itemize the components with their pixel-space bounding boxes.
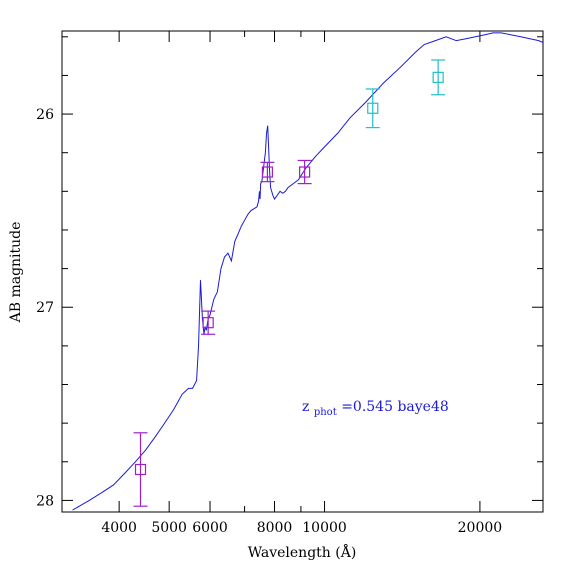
photometry-points (133, 59, 446, 507)
photo-z-subscript: phot (314, 407, 337, 418)
x-tick-label: 6000 (192, 520, 228, 536)
point-marker (367, 102, 379, 114)
point-marker (432, 71, 444, 83)
axis-ticks (62, 31, 543, 512)
x-tick-label: 20000 (458, 520, 503, 536)
x-axis-label: Wavelength (Å) (248, 543, 357, 561)
photo-z-prefix: z (302, 399, 309, 415)
x-tick-label: 10000 (302, 520, 347, 536)
data-point (431, 59, 446, 96)
data-point (133, 432, 148, 507)
model-curve-path (72, 32, 543, 511)
point-marker (299, 166, 311, 178)
data-point (201, 310, 216, 335)
y-axis-label: AB magnitude (8, 222, 24, 324)
y-tick-label: 28 (36, 493, 54, 509)
y-tick-label: 27 (36, 300, 54, 316)
model-sed-curve (72, 32, 543, 511)
point-marker (261, 166, 274, 178)
x-tick-label: 5000 (151, 520, 187, 536)
data-point (260, 161, 275, 183)
x-tick-label: 8000 (257, 520, 293, 536)
photo-z-value: =0.545 baye48 (341, 399, 449, 415)
data-point (365, 88, 380, 129)
data-point (297, 159, 312, 185)
photo-z-annotation: z phot =0.545 baye48 (302, 399, 449, 419)
tick-labels: 4000 5000 6000 8000 10000 20000 26 27 28 (36, 107, 502, 536)
plot-frame (61, 30, 544, 513)
point-marker (202, 317, 214, 329)
y-tick-label: 26 (36, 107, 54, 123)
point-marker (134, 463, 147, 476)
x-tick-label: 4000 (101, 520, 137, 536)
